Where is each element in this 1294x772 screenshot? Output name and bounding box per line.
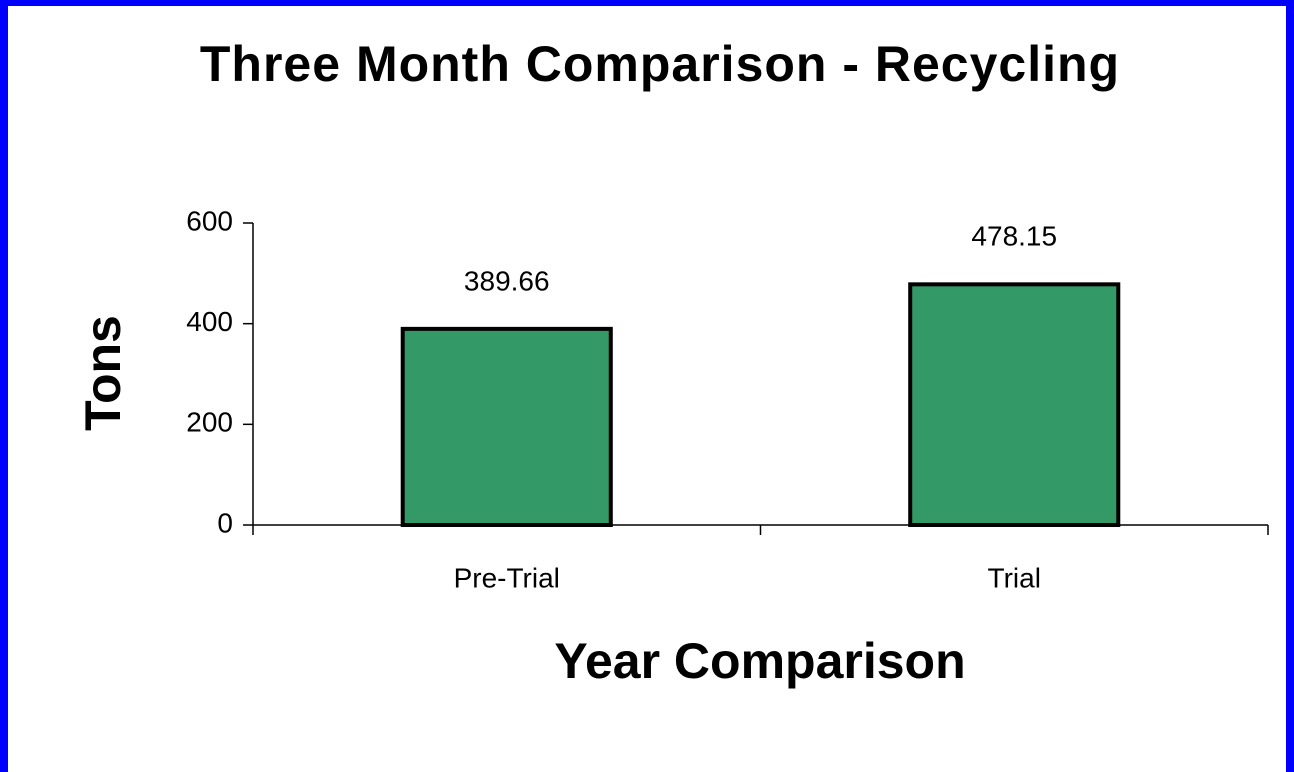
- y-tick-label: 400: [186, 306, 233, 337]
- x-tick-label: Pre-Trial: [454, 562, 560, 593]
- bar: [908, 282, 1121, 528]
- data-label: 478.15: [971, 221, 1057, 252]
- y-tick-label: 0: [217, 507, 233, 538]
- x-tick-label: Trial: [988, 562, 1041, 593]
- x-axis-title: Year Comparison: [554, 633, 965, 689]
- y-axis-title: Tons: [75, 315, 131, 431]
- y-tick-label: 600: [186, 205, 233, 236]
- bar: [400, 326, 613, 527]
- chart-title: Three Month Comparison - Recycling: [200, 36, 1120, 92]
- y-tick-label: 200: [186, 407, 233, 438]
- data-label: 389.66: [464, 265, 550, 296]
